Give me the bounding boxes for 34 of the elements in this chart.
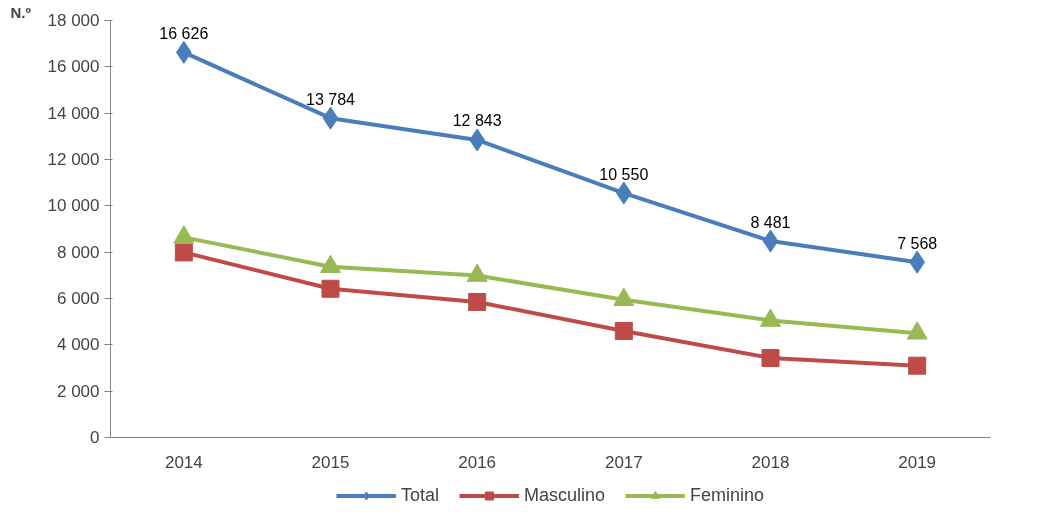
y-tick-label: 4 000	[56, 335, 100, 355]
x-tick-label: 2014	[164, 452, 203, 472]
point	[174, 243, 193, 262]
legend-label: Feminino	[690, 484, 765, 506]
point	[614, 321, 633, 340]
legend-label: Masculino	[523, 484, 606, 506]
y-axis-title: N.º	[10, 3, 32, 21]
y-tick-label: 0	[90, 428, 100, 447]
data-label: 12 843	[452, 112, 502, 130]
y-tick-label: 10 000	[47, 196, 100, 216]
x-tick-label: 2017	[604, 452, 643, 472]
point	[468, 292, 487, 311]
y-tick-label: 18 000	[47, 11, 100, 30]
y-tick-label: 6 000	[56, 289, 100, 308]
point	[761, 349, 780, 368]
y-tick-label: 16 000	[47, 57, 100, 77]
data-label: 8 481	[750, 213, 791, 231]
x-tick-label: 2016	[458, 452, 497, 472]
point	[321, 279, 340, 298]
point	[762, 229, 779, 253]
x-tick-label: 2015	[311, 452, 350, 472]
point	[908, 356, 927, 375]
x-tick-label: 2018	[751, 452, 790, 472]
y-tick-label: 2 000	[56, 381, 100, 401]
y-tick-label: 12 000	[47, 150, 100, 169]
data-label: 16 626	[159, 24, 209, 42]
x-tick-label: 2019	[898, 452, 937, 472]
point	[322, 106, 339, 130]
legend-label: Total	[400, 484, 439, 506]
y-tick-label: 14 000	[47, 103, 100, 123]
y-tick-label: 8 000	[56, 242, 100, 262]
data-label: 13 784	[306, 90, 356, 108]
data-label: 7 568	[897, 234, 938, 252]
data-label: 10 550	[599, 165, 649, 183]
